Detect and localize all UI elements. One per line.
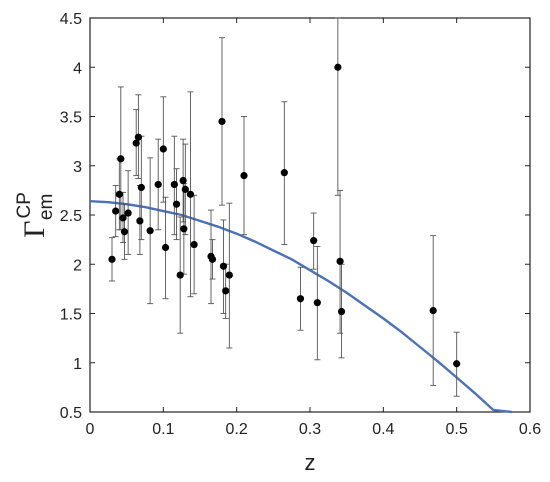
- y-axis-label-text: Γ CPem: [14, 192, 57, 238]
- x-tick-label: 0.5: [446, 421, 468, 438]
- data-point: [186, 190, 195, 198]
- data-point: [190, 240, 198, 249]
- data-point: [337, 307, 346, 316]
- data-point: [310, 237, 318, 245]
- data-point: [176, 271, 184, 279]
- data-point: [181, 185, 189, 193]
- data-point: [225, 271, 233, 279]
- data-point: [161, 243, 170, 252]
- x-axis-label: z: [305, 450, 316, 475]
- data-point: [453, 360, 461, 368]
- data-point: [334, 63, 342, 71]
- data-point: [132, 139, 140, 147]
- data-point: [119, 214, 127, 222]
- y-axis-ticks: 0.5 1 1.5 2 2.5 3 3.5 4 4.5: [60, 11, 530, 422]
- fit-curve: [89, 200, 512, 414]
- data-point: [120, 228, 129, 236]
- data-point: [112, 207, 120, 215]
- fit-curve-layer: [89, 200, 512, 414]
- data-point: [115, 190, 123, 198]
- x-tick-label: 0.1: [152, 421, 174, 438]
- errorbar-layer: [109, 17, 460, 397]
- y-tick-label: 3: [73, 159, 82, 176]
- y-tick-label: 2.5: [60, 208, 82, 225]
- data-point: [172, 200, 181, 208]
- y-axis-label-superscript: CP: [14, 192, 35, 218]
- data-point: [137, 183, 145, 192]
- x-tick-label: 0.6: [519, 421, 541, 438]
- data-point: [124, 209, 132, 217]
- point-layer: [108, 63, 461, 368]
- x-tick-label: 0.3: [299, 421, 321, 438]
- y-tick-label: 0.5: [60, 405, 82, 422]
- y-tick-label: 2: [73, 257, 82, 274]
- data-point: [117, 155, 125, 163]
- y-tick-label: 1.5: [60, 307, 82, 324]
- y-tick-label: 4.5: [60, 11, 82, 28]
- x-tick-label: 0.2: [226, 421, 248, 438]
- data-point: [429, 306, 437, 315]
- y-axis-label-subscript: em: [36, 194, 57, 220]
- data-point: [240, 172, 248, 180]
- data-point: [219, 262, 228, 270]
- data-point: [159, 145, 167, 153]
- data-point: [170, 180, 178, 189]
- data-point: [296, 295, 305, 303]
- y-tick-label: 1: [73, 356, 82, 373]
- data-point: [336, 257, 344, 265]
- plot-frame: [89, 17, 531, 413]
- data-point: [280, 169, 288, 177]
- data-point: [146, 227, 154, 235]
- data-point: [154, 180, 162, 189]
- data-point: [222, 287, 230, 295]
- y-axis-label-main: Γ: [18, 221, 51, 238]
- data-point: [313, 299, 321, 307]
- x-tick-label: 0: [86, 421, 95, 438]
- data-point: [208, 255, 217, 263]
- plot-area: [89, 17, 531, 414]
- data-point: [136, 217, 144, 225]
- y-tick-label: 3.5: [60, 110, 82, 127]
- x-tick-label: 0.4: [372, 421, 394, 438]
- data-point: [218, 117, 226, 126]
- data-point: [179, 176, 187, 185]
- data-point: [108, 255, 116, 263]
- data-point: [134, 133, 142, 141]
- data-point: [180, 225, 188, 233]
- x-axis-ticks: 0 0.1 0.2 0.3 0.4 0.5 0.6: [86, 18, 541, 438]
- y-axis-label: Γ CPem: [14, 192, 57, 238]
- y-tick-label: 4: [73, 60, 82, 77]
